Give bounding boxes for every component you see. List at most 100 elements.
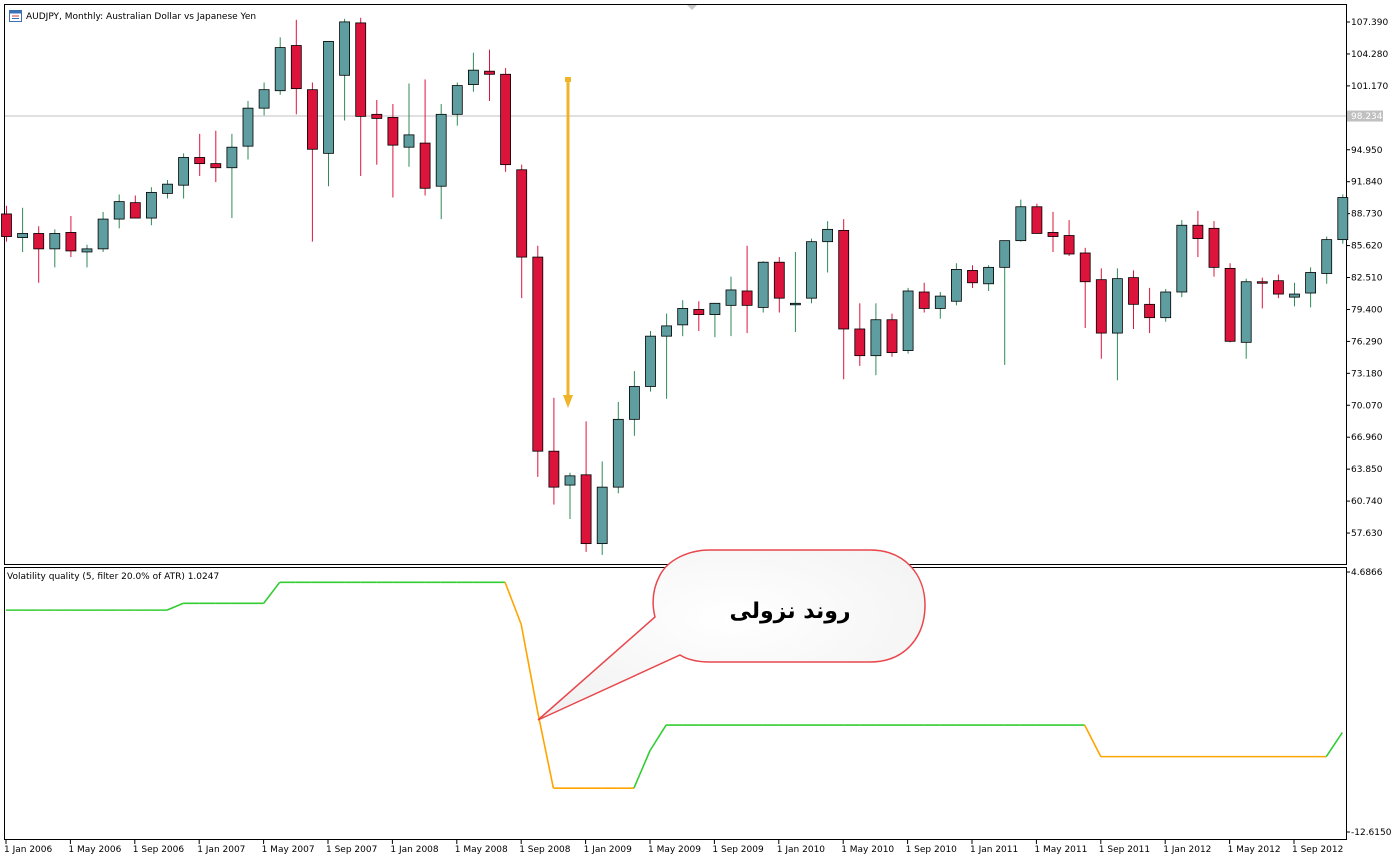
candle: [629, 371, 640, 436]
candle: [1176, 220, 1188, 298]
candle: [1079, 247, 1091, 328]
indicator-tick-label: 4.6866: [1351, 568, 1383, 578]
candle: [435, 104, 447, 220]
price-tick-label: 88.730: [1351, 210, 1383, 220]
candle: [258, 82, 270, 116]
price-axis: 107.390104.280101.17098.05094.95091.8408…: [1346, 18, 1388, 539]
annotation-label: روند نزولی: [729, 599, 850, 624]
candle: [548, 397, 560, 505]
time-tick-label: 1 Jan 2007: [197, 845, 245, 855]
candle: [741, 245, 753, 334]
vq-segment: [649, 724, 667, 752]
candle: [806, 238, 817, 304]
candle: [162, 180, 173, 199]
candle: [709, 302, 721, 338]
candle: [1224, 263, 1236, 343]
indicator-title: Volatility quality (5, filter 20.0% of A…: [7, 572, 219, 582]
candle: [967, 265, 978, 288]
candle: [596, 461, 608, 555]
time-tick-label: 1 Jan 2012: [1163, 845, 1211, 855]
price-tick-label: 91.840: [1351, 178, 1383, 188]
candle: [580, 421, 592, 552]
candle: [1192, 210, 1204, 258]
candle: [1321, 236, 1333, 284]
price-tick-label: 107.390: [1351, 18, 1388, 28]
candle: [226, 133, 238, 219]
price-tick-label: 104.280: [1351, 50, 1388, 60]
candle: [371, 99, 383, 165]
candle: [870, 303, 882, 376]
vq-segment: [536, 709, 555, 789]
candle: [822, 221, 833, 273]
indicator-tick-label: -12.6150: [1351, 828, 1392, 838]
candle: [773, 257, 785, 313]
candle: [1031, 203, 1043, 234]
time-tick-label: 1 Jan 2009: [584, 845, 632, 855]
candle: [532, 245, 544, 477]
candle: [1240, 278, 1252, 359]
candle: [1256, 277, 1268, 309]
vq-segment: [1325, 732, 1343, 758]
time-tick-label: 1 May 2012: [1228, 845, 1281, 855]
candle: [129, 195, 141, 219]
price-tick-label: 82.510: [1351, 274, 1383, 284]
candle: [661, 313, 672, 399]
candle: [290, 19, 302, 115]
candle: [1015, 199, 1027, 242]
candle: [500, 68, 512, 172]
vq-segment: [262, 581, 281, 604]
candle: [403, 83, 415, 167]
time-tick-label: 1 Sep 2010: [906, 845, 958, 855]
candle: [323, 41, 334, 187]
time-tick-label: 1 Jan 2011: [970, 845, 1018, 855]
time-tick-label: 1 May 2008: [455, 845, 508, 855]
candle: [1160, 288, 1172, 322]
candle: [97, 211, 109, 252]
time-tick-label: 1 Jan 2008: [390, 845, 438, 855]
candle: [484, 49, 495, 101]
price-tick-label: 57.630: [1351, 529, 1383, 539]
candle: [790, 251, 801, 333]
candle: [612, 401, 624, 494]
price-tick-label: 70.070: [1351, 401, 1383, 411]
time-tick-label: 1 Jan 2006: [4, 845, 52, 855]
price-tick-label: 66.960: [1351, 433, 1383, 443]
candle: [854, 303, 866, 366]
candle: [1305, 267, 1316, 308]
price-pane[interactable]: [4, 4, 1347, 565]
time-tick-label: 1 May 2009: [648, 845, 701, 855]
time-tick-label: 1 May 2010: [841, 845, 894, 855]
candle: [564, 472, 576, 519]
candle: [934, 292, 946, 319]
candle: [242, 100, 254, 160]
candle: [677, 300, 689, 337]
price-tick-label: 63.850: [1351, 465, 1383, 475]
candle: [725, 276, 737, 337]
price-tick-label: 101.170: [1351, 82, 1388, 92]
candle: [194, 133, 206, 176]
candle: [902, 287, 914, 354]
price-tick-label: 60.740: [1351, 497, 1383, 507]
candle: [113, 194, 125, 229]
candles-layer: [1, 17, 1349, 555]
annotation-callout: روند نزولی: [537, 549, 926, 721]
price-tick-label: 79.400: [1351, 305, 1383, 315]
candle: [838, 219, 850, 380]
candle: [886, 313, 898, 357]
price-tick-label: 73.180: [1351, 369, 1383, 379]
candle: [1, 205, 12, 242]
candle: [951, 263, 962, 306]
candle: [983, 265, 994, 291]
candle: [1095, 268, 1107, 359]
time-tick-label: 1 Sep 2007: [326, 845, 377, 855]
candle: [1273, 274, 1284, 299]
candle: [451, 82, 463, 126]
candle: [419, 79, 431, 196]
candle: [306, 82, 318, 242]
candle: [1128, 270, 1139, 329]
svg-text:98.234: 98.234: [1351, 112, 1383, 122]
time-tick-label: 1 Sep 2011: [1099, 845, 1150, 855]
symbol-title: AUDJPY, Monthly: Australian Dollar vs Ja…: [26, 12, 256, 22]
candle: [49, 229, 61, 268]
